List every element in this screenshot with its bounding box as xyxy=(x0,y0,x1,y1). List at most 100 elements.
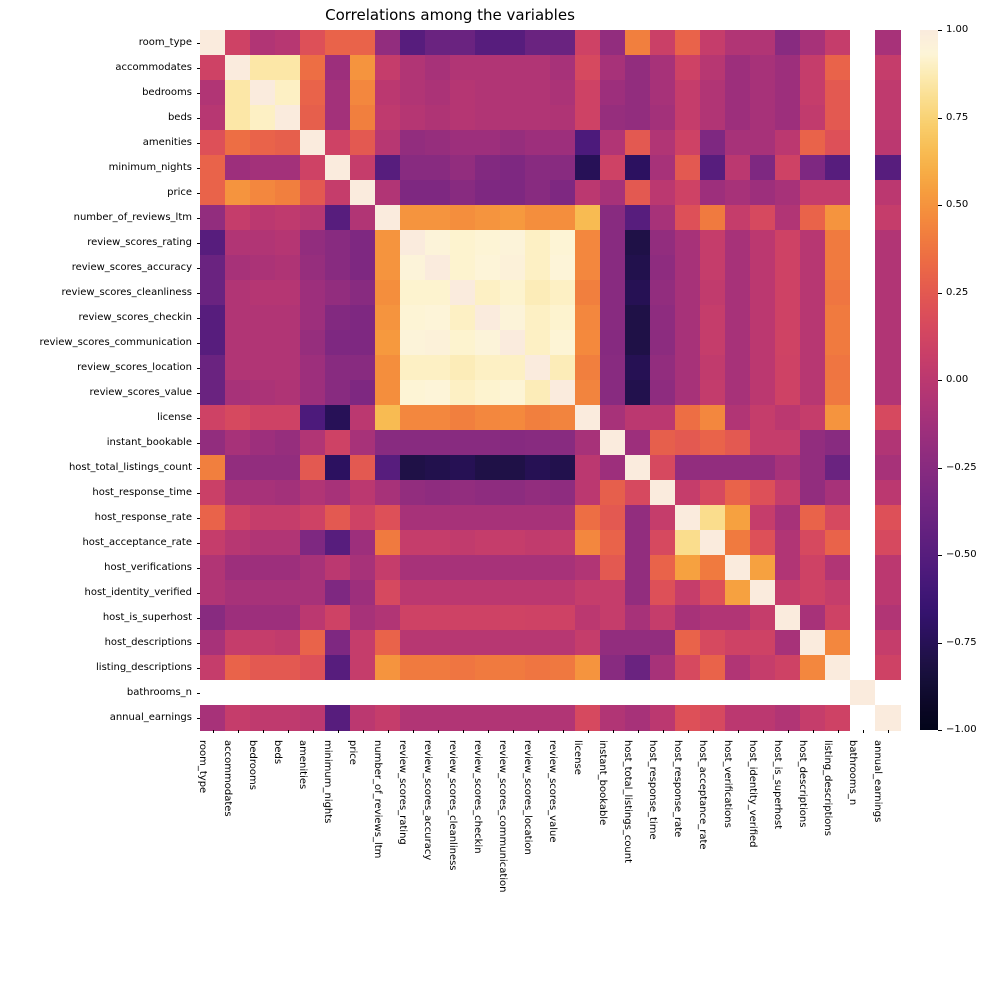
heatmap-cell xyxy=(325,380,351,406)
heatmap-cell xyxy=(400,380,426,406)
heatmap-cell xyxy=(450,405,476,431)
y-tick-mark xyxy=(197,568,200,569)
heatmap-cell xyxy=(475,230,501,256)
heatmap-cell xyxy=(850,305,876,331)
heatmap-cell xyxy=(575,255,601,281)
colorbar-tick xyxy=(938,730,942,731)
heatmap-cell xyxy=(700,130,726,156)
heatmap-cell xyxy=(350,430,376,456)
heatmap-cell xyxy=(700,430,726,456)
y-tick-mark xyxy=(197,268,200,269)
heatmap-cell xyxy=(625,80,651,106)
heatmap-cell xyxy=(400,105,426,131)
heatmap-cell xyxy=(425,580,451,606)
heatmap-cell xyxy=(275,205,301,231)
heatmap-cell xyxy=(750,130,776,156)
heatmap-cell xyxy=(325,330,351,356)
heatmap-cell xyxy=(700,580,726,606)
heatmap-cell xyxy=(625,130,651,156)
heatmap-cell xyxy=(650,580,676,606)
heatmap-cell xyxy=(550,55,576,81)
x-tick-mark xyxy=(463,730,464,733)
heatmap-cell xyxy=(400,630,426,656)
heatmap-cell xyxy=(350,530,376,556)
heatmap-cell xyxy=(825,630,851,656)
heatmap-cell xyxy=(600,430,626,456)
heatmap-cell xyxy=(625,230,651,256)
heatmap-cell xyxy=(350,255,376,281)
x-tick-mark xyxy=(613,730,614,733)
y-tick-label: host_response_time xyxy=(0,487,192,498)
heatmap-cell xyxy=(275,155,301,181)
heatmap-cell xyxy=(600,480,626,506)
x-tick-label: review_scores_value xyxy=(547,740,558,842)
x-tick-label: host_descriptions xyxy=(797,740,808,827)
heatmap-cell xyxy=(475,55,501,81)
x-tick-label: annual_earnings xyxy=(872,740,883,822)
heatmap-cell xyxy=(800,180,826,206)
heatmap-cell xyxy=(325,255,351,281)
colorbar-tick-label: 0.00 xyxy=(946,374,968,385)
heatmap-cell xyxy=(600,505,626,531)
heatmap-cell xyxy=(575,330,601,356)
heatmap-cell xyxy=(275,605,301,631)
x-tick-label: review_scores_accuracy xyxy=(422,740,433,860)
heatmap-cell xyxy=(825,480,851,506)
heatmap-cell xyxy=(525,655,551,681)
heatmap-cell xyxy=(700,230,726,256)
heatmap-cell xyxy=(600,580,626,606)
heatmap-cell xyxy=(650,480,676,506)
heatmap-cell xyxy=(725,630,751,656)
heatmap-cell xyxy=(475,630,501,656)
heatmap-cell xyxy=(875,555,901,581)
heatmap-cell xyxy=(800,630,826,656)
colorbar-tick xyxy=(938,380,942,381)
heatmap-cell xyxy=(875,205,901,231)
heatmap-cell xyxy=(275,580,301,606)
heatmap-cell xyxy=(375,180,401,206)
heatmap-cell xyxy=(575,155,601,181)
heatmap-cell xyxy=(225,80,251,106)
heatmap-cell xyxy=(425,280,451,306)
heatmap-cell xyxy=(400,55,426,81)
heatmap-cell xyxy=(225,130,251,156)
heatmap-cell xyxy=(775,105,801,131)
heatmap-cell xyxy=(450,330,476,356)
heatmap-cell xyxy=(200,430,226,456)
heatmap-cell xyxy=(350,155,376,181)
heatmap-cell xyxy=(800,530,826,556)
heatmap-cell xyxy=(375,280,401,306)
x-tick-label: review_scores_rating xyxy=(397,740,408,845)
heatmap-cell xyxy=(500,80,526,106)
heatmap-cell xyxy=(700,255,726,281)
heatmap-cell xyxy=(725,130,751,156)
heatmap-cell xyxy=(475,555,501,581)
heatmap-cell xyxy=(850,105,876,131)
x-tick-mark xyxy=(813,730,814,733)
heatmap-cell xyxy=(775,355,801,381)
heatmap-cell xyxy=(625,180,651,206)
heatmap-cell xyxy=(850,455,876,481)
heatmap-cell xyxy=(550,355,576,381)
heatmap-cell xyxy=(450,180,476,206)
heatmap-cell xyxy=(825,30,851,56)
x-tick-mark xyxy=(388,730,389,733)
colorbar-tick xyxy=(938,293,942,294)
heatmap-cell xyxy=(225,430,251,456)
heatmap-cell xyxy=(275,130,301,156)
heatmap-cell xyxy=(450,680,476,706)
heatmap-cell xyxy=(325,130,351,156)
heatmap-cell xyxy=(675,155,701,181)
heatmap-cell xyxy=(400,555,426,581)
heatmap-cell xyxy=(375,580,401,606)
heatmap-cell xyxy=(775,430,801,456)
heatmap-cell xyxy=(225,680,251,706)
y-tick-mark xyxy=(197,168,200,169)
heatmap-cell xyxy=(675,580,701,606)
heatmap-cell xyxy=(250,480,276,506)
heatmap-cell xyxy=(725,530,751,556)
heatmap-cell xyxy=(375,705,401,731)
heatmap-cell xyxy=(375,630,401,656)
heatmap-cell xyxy=(850,480,876,506)
heatmap-cell xyxy=(475,80,501,106)
